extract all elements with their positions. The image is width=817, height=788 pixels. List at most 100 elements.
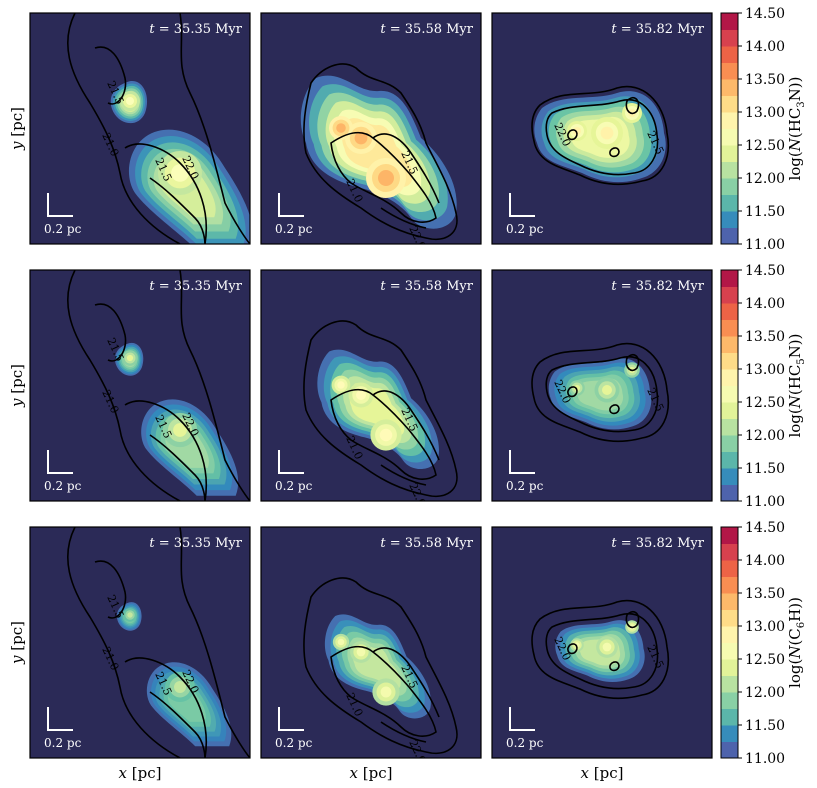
contour-line [303, 577, 458, 754]
colorbar-level [721, 178, 738, 195]
colorbar-level [721, 352, 738, 370]
panel-r1-c2: 21.021.522.00.2 pc [261, 13, 481, 244]
colorbar-level [721, 319, 738, 337]
colorbar-tick-label: 14.50 [745, 6, 785, 22]
contour-line [567, 129, 578, 141]
contour-line [545, 355, 659, 433]
contour-line [609, 147, 620, 158]
contour-line [372, 133, 440, 204]
density-contours: 22.0 21.5 [531, 85, 669, 186]
colorbar: 11.00 11.50 12.00 12.50 13.00 13.50 14.00 14.50 [720, 263, 785, 510]
contour-line [545, 612, 659, 690]
colorbar-level [721, 369, 738, 386]
colorbar-tick-label: 12.50 [745, 652, 785, 668]
panel-r2-c1: 21.022.021.521.50.2 pc [30, 270, 250, 501]
contour-line [545, 98, 659, 176]
panel-frame [491, 526, 713, 759]
colorbar-tick-label: 13.00 [745, 362, 785, 378]
colorbar-level [721, 62, 738, 80]
emission-map [116, 602, 232, 747]
contour-line [531, 599, 669, 700]
contour-line [567, 643, 578, 655]
emission-peak [173, 423, 187, 437]
colorbar-level [721, 13, 738, 30]
y-axis-label: y [pc] [8, 364, 26, 408]
colorbar-tick-label: 14.00 [745, 296, 785, 312]
panel-frame [491, 12, 713, 245]
colorbar-level [721, 112, 738, 129]
contour-line [179, 527, 250, 758]
time-label: t = 35.58 Myr [380, 22, 473, 37]
panel-frame [29, 12, 251, 245]
panel-r1-c1: 21.022.021.521.50.2 pc [30, 13, 250, 244]
colorbar-level [721, 227, 738, 245]
scale-bar-label: 0.2 pc [506, 479, 544, 493]
x-axis-label: x [pc] [350, 764, 393, 782]
colorbar-level [721, 725, 738, 742]
emission-map [555, 620, 645, 683]
scale-bar-label: 0.2 pc [44, 222, 82, 236]
emission-map [114, 342, 239, 496]
emission-peak [336, 123, 346, 133]
colorbar-level [721, 708, 738, 726]
y-axis-label: y [pc] [8, 107, 26, 151]
colorbar-tick-label: 13.00 [745, 619, 785, 635]
colorbar-level [721, 194, 738, 212]
emission-peak [573, 384, 581, 392]
contour-line [149, 177, 206, 244]
colorbar-tick-label: 11.50 [745, 718, 785, 734]
scale-bar: 0.2 pc [275, 193, 313, 236]
emission-map [548, 358, 652, 430]
contour-line [531, 342, 669, 443]
scale-bar: 0.2 pc [44, 707, 82, 750]
scale-bar-label: 0.2 pc [275, 222, 313, 236]
panel-frame [260, 269, 482, 502]
panel-r2-c3: 22.0 21.50.2 pc [492, 270, 712, 501]
contour-line [179, 270, 250, 501]
colorbar-level [721, 336, 738, 353]
contour-line [124, 143, 208, 244]
colorbar-level [721, 79, 738, 96]
panel-frame [491, 269, 713, 502]
emission-peak [126, 354, 134, 362]
emission-peak [574, 642, 580, 648]
contour-line [567, 386, 578, 398]
colorbar: 11.00 11.50 12.00 12.50 13.00 13.50 14.00 14.50 [720, 6, 785, 253]
panel-r2-c2: 21.021.522.00.2 pc [261, 270, 481, 501]
colorbar-label: log(N(HC5N)) [786, 333, 807, 437]
contour-line [94, 303, 127, 362]
colorbar-level [721, 46, 738, 63]
panel-r3-c1: 21.022.021.521.50.2 pc [30, 527, 250, 758]
scale-bar: 0.2 pc [44, 450, 82, 493]
colorbar-level [721, 468, 738, 485]
time-label: t = 35.82 Myr [611, 22, 704, 37]
emission-peak [379, 428, 393, 442]
colorbar-tick-label: 14.00 [745, 39, 785, 55]
colorbar-frame [720, 526, 739, 759]
colorbar-level [721, 593, 738, 610]
contour-line [94, 560, 127, 619]
emission-peak [356, 390, 366, 400]
colorbar-level [721, 484, 738, 502]
panel-frame [260, 12, 482, 245]
scale-bar: 0.2 pc [506, 450, 544, 493]
contour-line [372, 390, 440, 461]
colorbar-tick-label: 14.00 [745, 553, 785, 569]
contour-line [380, 721, 427, 743]
colorbar-level [721, 145, 738, 162]
contour-line [609, 661, 620, 672]
scale-bar: 0.2 pc [275, 450, 313, 493]
emission-peak [600, 126, 614, 140]
contour-line [531, 85, 669, 186]
contour-line [380, 207, 427, 229]
y-axis-label: y [pc] [8, 621, 26, 665]
scale-bar: 0.2 pc [506, 707, 544, 750]
colorbar-level [721, 303, 738, 320]
panel-frame [29, 269, 251, 502]
scale-bar-label: 0.2 pc [275, 736, 313, 750]
emission-map [110, 81, 250, 244]
contour-line [67, 13, 181, 244]
colorbar-level [721, 286, 738, 304]
contour-line [149, 691, 206, 758]
